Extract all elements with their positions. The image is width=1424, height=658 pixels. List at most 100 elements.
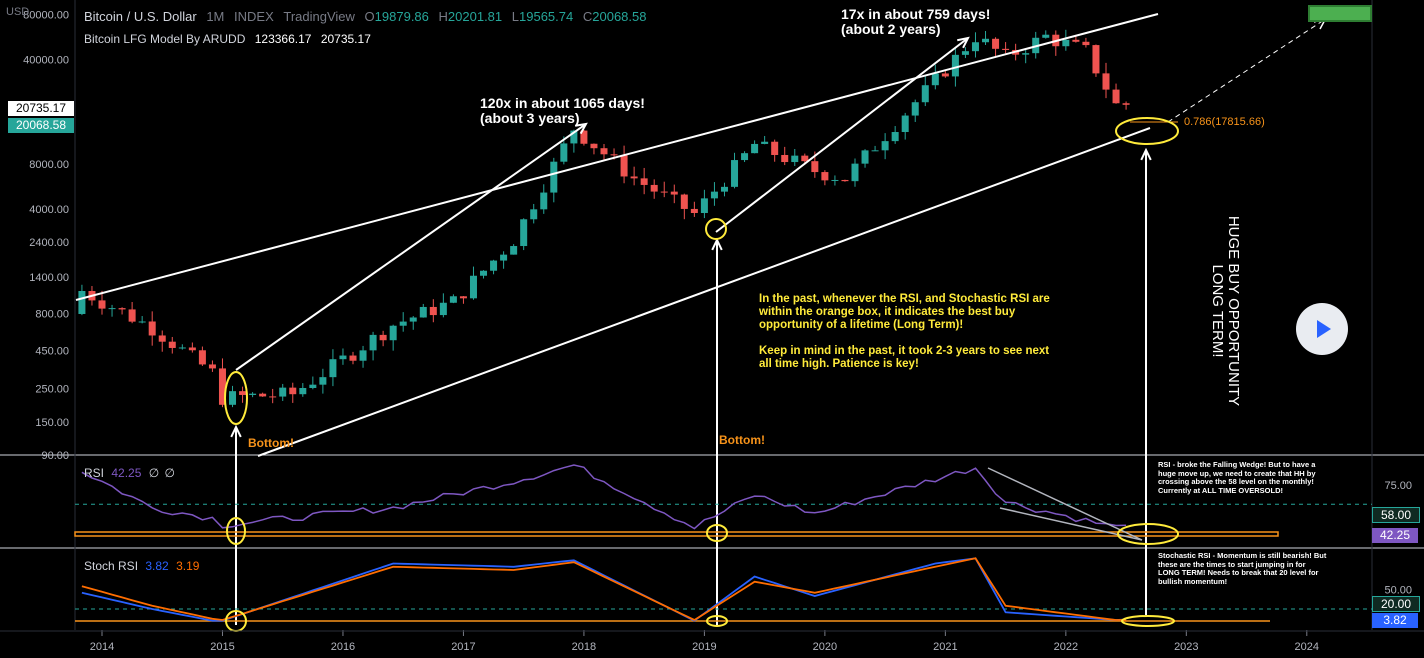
candle-body	[369, 334, 377, 351]
candle-body	[329, 359, 337, 378]
stoch-legend[interactable]: Stoch RSI 3.82 3.19	[84, 559, 199, 573]
time-axis-label: 2016	[331, 641, 355, 653]
rsi-legend[interactable]: RSI 42.25 ∅ ∅	[84, 466, 175, 480]
candle-body	[771, 141, 779, 155]
candle-body	[319, 377, 327, 385]
stoch-note-line: these are the times to start jumping in …	[1158, 559, 1306, 569]
stoch-note-line: LONG TERM! Needs to break that 20 level …	[1158, 568, 1319, 577]
candle-body	[540, 192, 548, 210]
time-axis-label: 2020	[813, 641, 837, 653]
vertical-arrow-2022-head	[1140, 147, 1152, 161]
note-line: In the past, whenever the RSI, and Stoch…	[759, 293, 1050, 305]
close-price-tag: 20068.58	[8, 118, 74, 133]
candle-body	[831, 179, 839, 181]
price-scale-label: 450.00	[35, 346, 69, 358]
indicator-name[interactable]: Bitcoin LFG Model By ARUDD	[84, 32, 246, 46]
candle-body	[239, 391, 247, 395]
rsi-extra-1: ∅	[148, 466, 160, 480]
candle-body	[1102, 73, 1110, 90]
rsi-note-line: Currently at ALL TIME OVERSOLD!	[1158, 485, 1284, 495]
candle-body	[660, 191, 668, 193]
candle-body	[289, 387, 297, 395]
rsi-scale-label: 75.00	[1384, 480, 1412, 492]
stoch-circle-2018	[706, 615, 728, 627]
price-scale-label: 2400.00	[29, 237, 69, 249]
stoch-label[interactable]: Stoch RSI	[84, 559, 139, 573]
time-axis-label: 2014	[90, 641, 114, 653]
note-line: opportunity of a lifetime (Long Term)!	[759, 319, 964, 331]
candle-body	[229, 391, 237, 405]
time-axis-label: 2015	[210, 641, 234, 653]
stoch-circle-current	[1121, 615, 1175, 627]
candle-body	[490, 260, 498, 271]
annotation-17x-line2: (about 2 years)	[841, 21, 941, 37]
candle-body	[469, 275, 477, 299]
candle-body	[389, 325, 397, 341]
candle-body	[178, 347, 186, 349]
candle-body	[1082, 41, 1090, 46]
low-label: L	[511, 9, 520, 24]
annotation-120x: 120x in about 1065 days! (about 3 years)	[480, 96, 645, 126]
candle-body	[188, 347, 196, 351]
price-scale-label: 1400.00	[29, 272, 69, 284]
candle-body	[871, 150, 879, 152]
arrow-120x	[235, 123, 587, 371]
annotation-17x-line1: 17x in about 759 days!	[841, 6, 991, 22]
candle-body	[299, 387, 307, 395]
huge-buy-line: HUGE BUY OPPORTUNITY	[1225, 215, 1243, 407]
model-price-tag: 20735.17	[8, 101, 74, 116]
stoch-k-value: 3.82	[145, 559, 169, 573]
candle-body	[941, 73, 949, 77]
stoch-d-line	[81, 557, 1127, 622]
candle-body	[590, 143, 598, 149]
price-scale-label: 40000.00	[23, 54, 69, 66]
interval[interactable]: 1M	[206, 9, 225, 24]
symbol-name[interactable]: Bitcoin / U.S. Dollar	[84, 9, 197, 24]
upper-channel-line	[75, 13, 1159, 301]
candle-body	[530, 209, 538, 220]
rsi-extra-2: ∅	[164, 466, 175, 480]
candle-body	[982, 38, 990, 43]
open-value: 19879.86	[374, 9, 429, 24]
candle-body	[1092, 45, 1100, 74]
arrow-17x	[715, 37, 969, 233]
play-icon	[1317, 320, 1331, 338]
close-label: C	[582, 9, 593, 24]
candle-body	[891, 132, 899, 142]
arrow-120x-head	[574, 122, 588, 135]
stoch-note-line: bullish momentum!	[1158, 576, 1228, 586]
play-button[interactable]	[1296, 303, 1348, 355]
candle-body	[861, 150, 869, 164]
rsi-value-tag: 42.25	[1372, 528, 1418, 543]
candle-body	[610, 154, 618, 156]
candle-body	[791, 155, 799, 163]
stoch-note: Stochastic RSI - Momentum is still beari…	[1158, 551, 1326, 586]
high-label: H	[438, 9, 448, 24]
symbol-header[interactable]: Bitcoin / U.S. Dollar 1M INDEX TradingVi…	[84, 9, 647, 24]
lower-channel-line	[257, 127, 1151, 457]
rsi-label[interactable]: RSI	[84, 466, 105, 480]
bottom-label-2018: Bottom!	[719, 433, 765, 447]
indicator-value-2: 20735.17	[320, 32, 371, 46]
price-scale-label: 250.00	[35, 384, 69, 396]
candle-body	[1022, 53, 1030, 55]
note-line: within the orange box, it indicates the …	[759, 306, 1016, 318]
bottom-circle-2018	[705, 218, 727, 240]
candle-body	[138, 321, 146, 323]
rsi-line	[81, 464, 1127, 530]
candle-body	[108, 308, 116, 310]
target-box[interactable]	[1308, 5, 1372, 22]
candle-body	[480, 270, 488, 276]
candle-body	[510, 246, 518, 255]
candle-body	[118, 308, 126, 310]
candle-body	[459, 296, 467, 299]
price-scale-label: 150.00	[35, 417, 69, 429]
candle-body	[208, 364, 216, 369]
indicator-legend[interactable]: Bitcoin LFG Model By ARUDD 123366.17 207…	[84, 32, 371, 46]
candle-body	[419, 306, 427, 318]
rsi-58-tag: 58.00	[1372, 507, 1420, 523]
candle-body	[971, 42, 979, 52]
candle-body	[731, 160, 739, 187]
